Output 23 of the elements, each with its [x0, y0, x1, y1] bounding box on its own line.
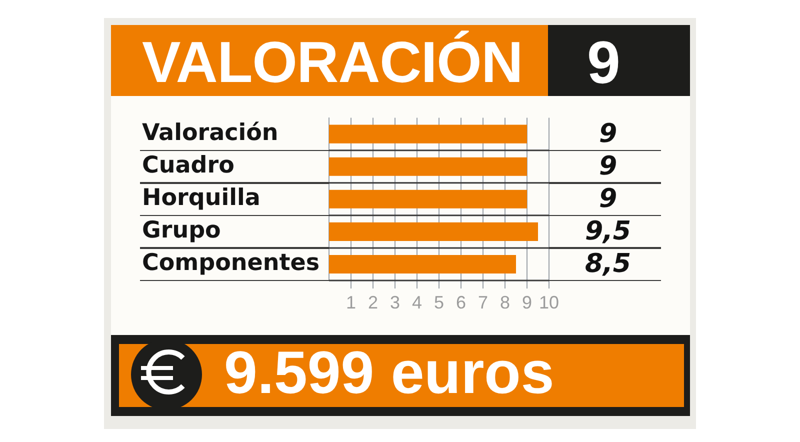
text: 9	[587, 29, 620, 96]
x-tick-label: 1	[346, 292, 356, 312]
x-tick-label: 7	[478, 292, 488, 312]
x-tick-label: 9	[522, 292, 532, 312]
data-label: 9	[598, 184, 618, 214]
y-tick-label: Grupo	[142, 218, 221, 244]
text: 9.599 euros	[224, 339, 554, 406]
y-tick-label: Componentes	[142, 250, 320, 276]
y-tick-label: Valoración	[142, 120, 278, 146]
data-label: 9,5	[584, 216, 632, 246]
x-tick-label: 2	[368, 292, 378, 312]
data-label: 8,5	[584, 248, 632, 279]
x-tick-label: 8	[500, 292, 510, 312]
chart-title: VALORACIÓN	[142, 30, 523, 95]
y-tick-label: Cuadro	[142, 152, 234, 179]
x-tick-label: 5	[434, 292, 444, 312]
x-tick-label: 3	[390, 292, 400, 312]
x-tick-label: 10	[538, 292, 560, 312]
y-tick-label: Horquilla	[142, 185, 260, 212]
x-tick-label: 4	[412, 292, 422, 312]
data-label: 9	[598, 151, 618, 182]
data-label: 9	[598, 118, 618, 149]
x-tick-label: 6	[456, 292, 466, 312]
